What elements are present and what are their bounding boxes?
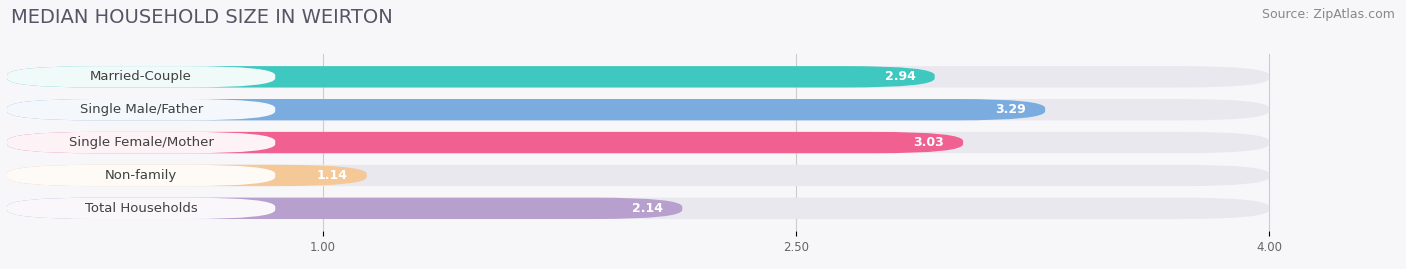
Text: 1.14: 1.14 bbox=[316, 169, 347, 182]
Text: Non-family: Non-family bbox=[105, 169, 177, 182]
FancyBboxPatch shape bbox=[7, 66, 1270, 87]
Text: 2.14: 2.14 bbox=[633, 202, 664, 215]
FancyBboxPatch shape bbox=[7, 66, 276, 87]
Text: Single Male/Father: Single Male/Father bbox=[80, 103, 202, 116]
Text: 2.94: 2.94 bbox=[884, 70, 915, 83]
FancyBboxPatch shape bbox=[7, 198, 1270, 219]
FancyBboxPatch shape bbox=[7, 132, 1270, 153]
Text: 3.29: 3.29 bbox=[995, 103, 1026, 116]
Text: MEDIAN HOUSEHOLD SIZE IN WEIRTON: MEDIAN HOUSEHOLD SIZE IN WEIRTON bbox=[11, 8, 394, 27]
Text: 3.03: 3.03 bbox=[914, 136, 945, 149]
FancyBboxPatch shape bbox=[7, 198, 682, 219]
FancyBboxPatch shape bbox=[7, 99, 1045, 121]
Text: Source: ZipAtlas.com: Source: ZipAtlas.com bbox=[1261, 8, 1395, 21]
FancyBboxPatch shape bbox=[7, 165, 276, 186]
FancyBboxPatch shape bbox=[7, 99, 1270, 121]
FancyBboxPatch shape bbox=[7, 165, 367, 186]
Text: Total Households: Total Households bbox=[84, 202, 197, 215]
FancyBboxPatch shape bbox=[7, 99, 276, 121]
Text: Married-Couple: Married-Couple bbox=[90, 70, 193, 83]
FancyBboxPatch shape bbox=[7, 66, 935, 87]
FancyBboxPatch shape bbox=[7, 132, 963, 153]
Text: Single Female/Mother: Single Female/Mother bbox=[69, 136, 214, 149]
FancyBboxPatch shape bbox=[7, 165, 1270, 186]
FancyBboxPatch shape bbox=[7, 198, 276, 219]
FancyBboxPatch shape bbox=[7, 132, 276, 153]
